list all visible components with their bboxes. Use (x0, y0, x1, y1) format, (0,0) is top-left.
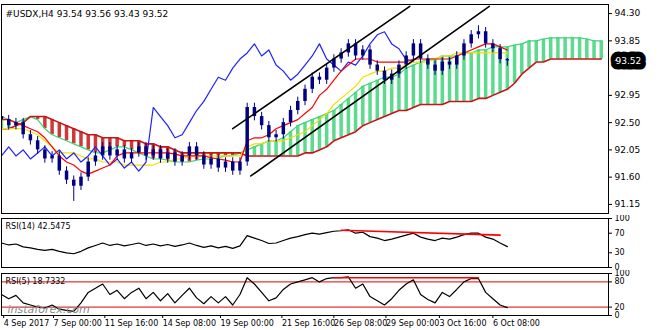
svg-text:93.85: 93.85 (615, 36, 641, 46)
svg-text:RSI(14) 42.5475: RSI(14) 42.5475 (6, 222, 71, 231)
svg-text:4 Sep 2017: 4 Sep 2017 (4, 319, 50, 328)
svg-text:7 Sep 00:00: 7 Sep 00:00 (54, 319, 102, 328)
svg-text:92.50: 92.50 (615, 118, 641, 128)
svg-text:30: 30 (615, 248, 625, 257)
svg-text:11 Sep 16:00: 11 Sep 16:00 (105, 319, 158, 328)
svg-text:19 Sep 00:00: 19 Sep 00:00 (220, 319, 273, 328)
svg-text:0: 0 (615, 263, 620, 270)
svg-text:92.95: 92.95 (615, 90, 641, 100)
svg-text:0: 0 (615, 311, 620, 320)
svg-text:91.15: 91.15 (615, 199, 641, 209)
svg-text:21 Sep 16:00: 21 Sep 16:00 (282, 319, 335, 328)
svg-text:91.60: 91.60 (615, 172, 641, 182)
svg-text:14 Sep 08:00: 14 Sep 08:00 (163, 319, 216, 328)
svg-text:26 Sep 08:00: 26 Sep 08:00 (334, 319, 387, 328)
svg-text:92.05: 92.05 (615, 145, 641, 155)
svg-text:29 Sep 00:00: 29 Sep 00:00 (386, 319, 439, 328)
svg-text:20: 20 (614, 302, 625, 312)
svg-text:3 Oct 16:00: 3 Oct 16:00 (439, 319, 486, 328)
svg-text:80: 80 (615, 277, 625, 286)
svg-text:RSI(5) 18.7332: RSI(5) 18.7332 (6, 277, 66, 286)
svg-text:instaforex.com: instaforex.com (8, 303, 90, 316)
svg-text:6 Oct 08:00: 6 Oct 08:00 (493, 319, 540, 328)
svg-text:100: 100 (615, 215, 630, 223)
svg-text:#USDX,H4 93.54 93.56 93.43 93.: #USDX,H4 93.54 93.56 93.43 93.52 (6, 9, 169, 19)
svg-text:94.30: 94.30 (615, 8, 641, 18)
svg-text:70: 70 (615, 229, 625, 238)
svg-text:93.52: 93.52 (616, 56, 642, 66)
